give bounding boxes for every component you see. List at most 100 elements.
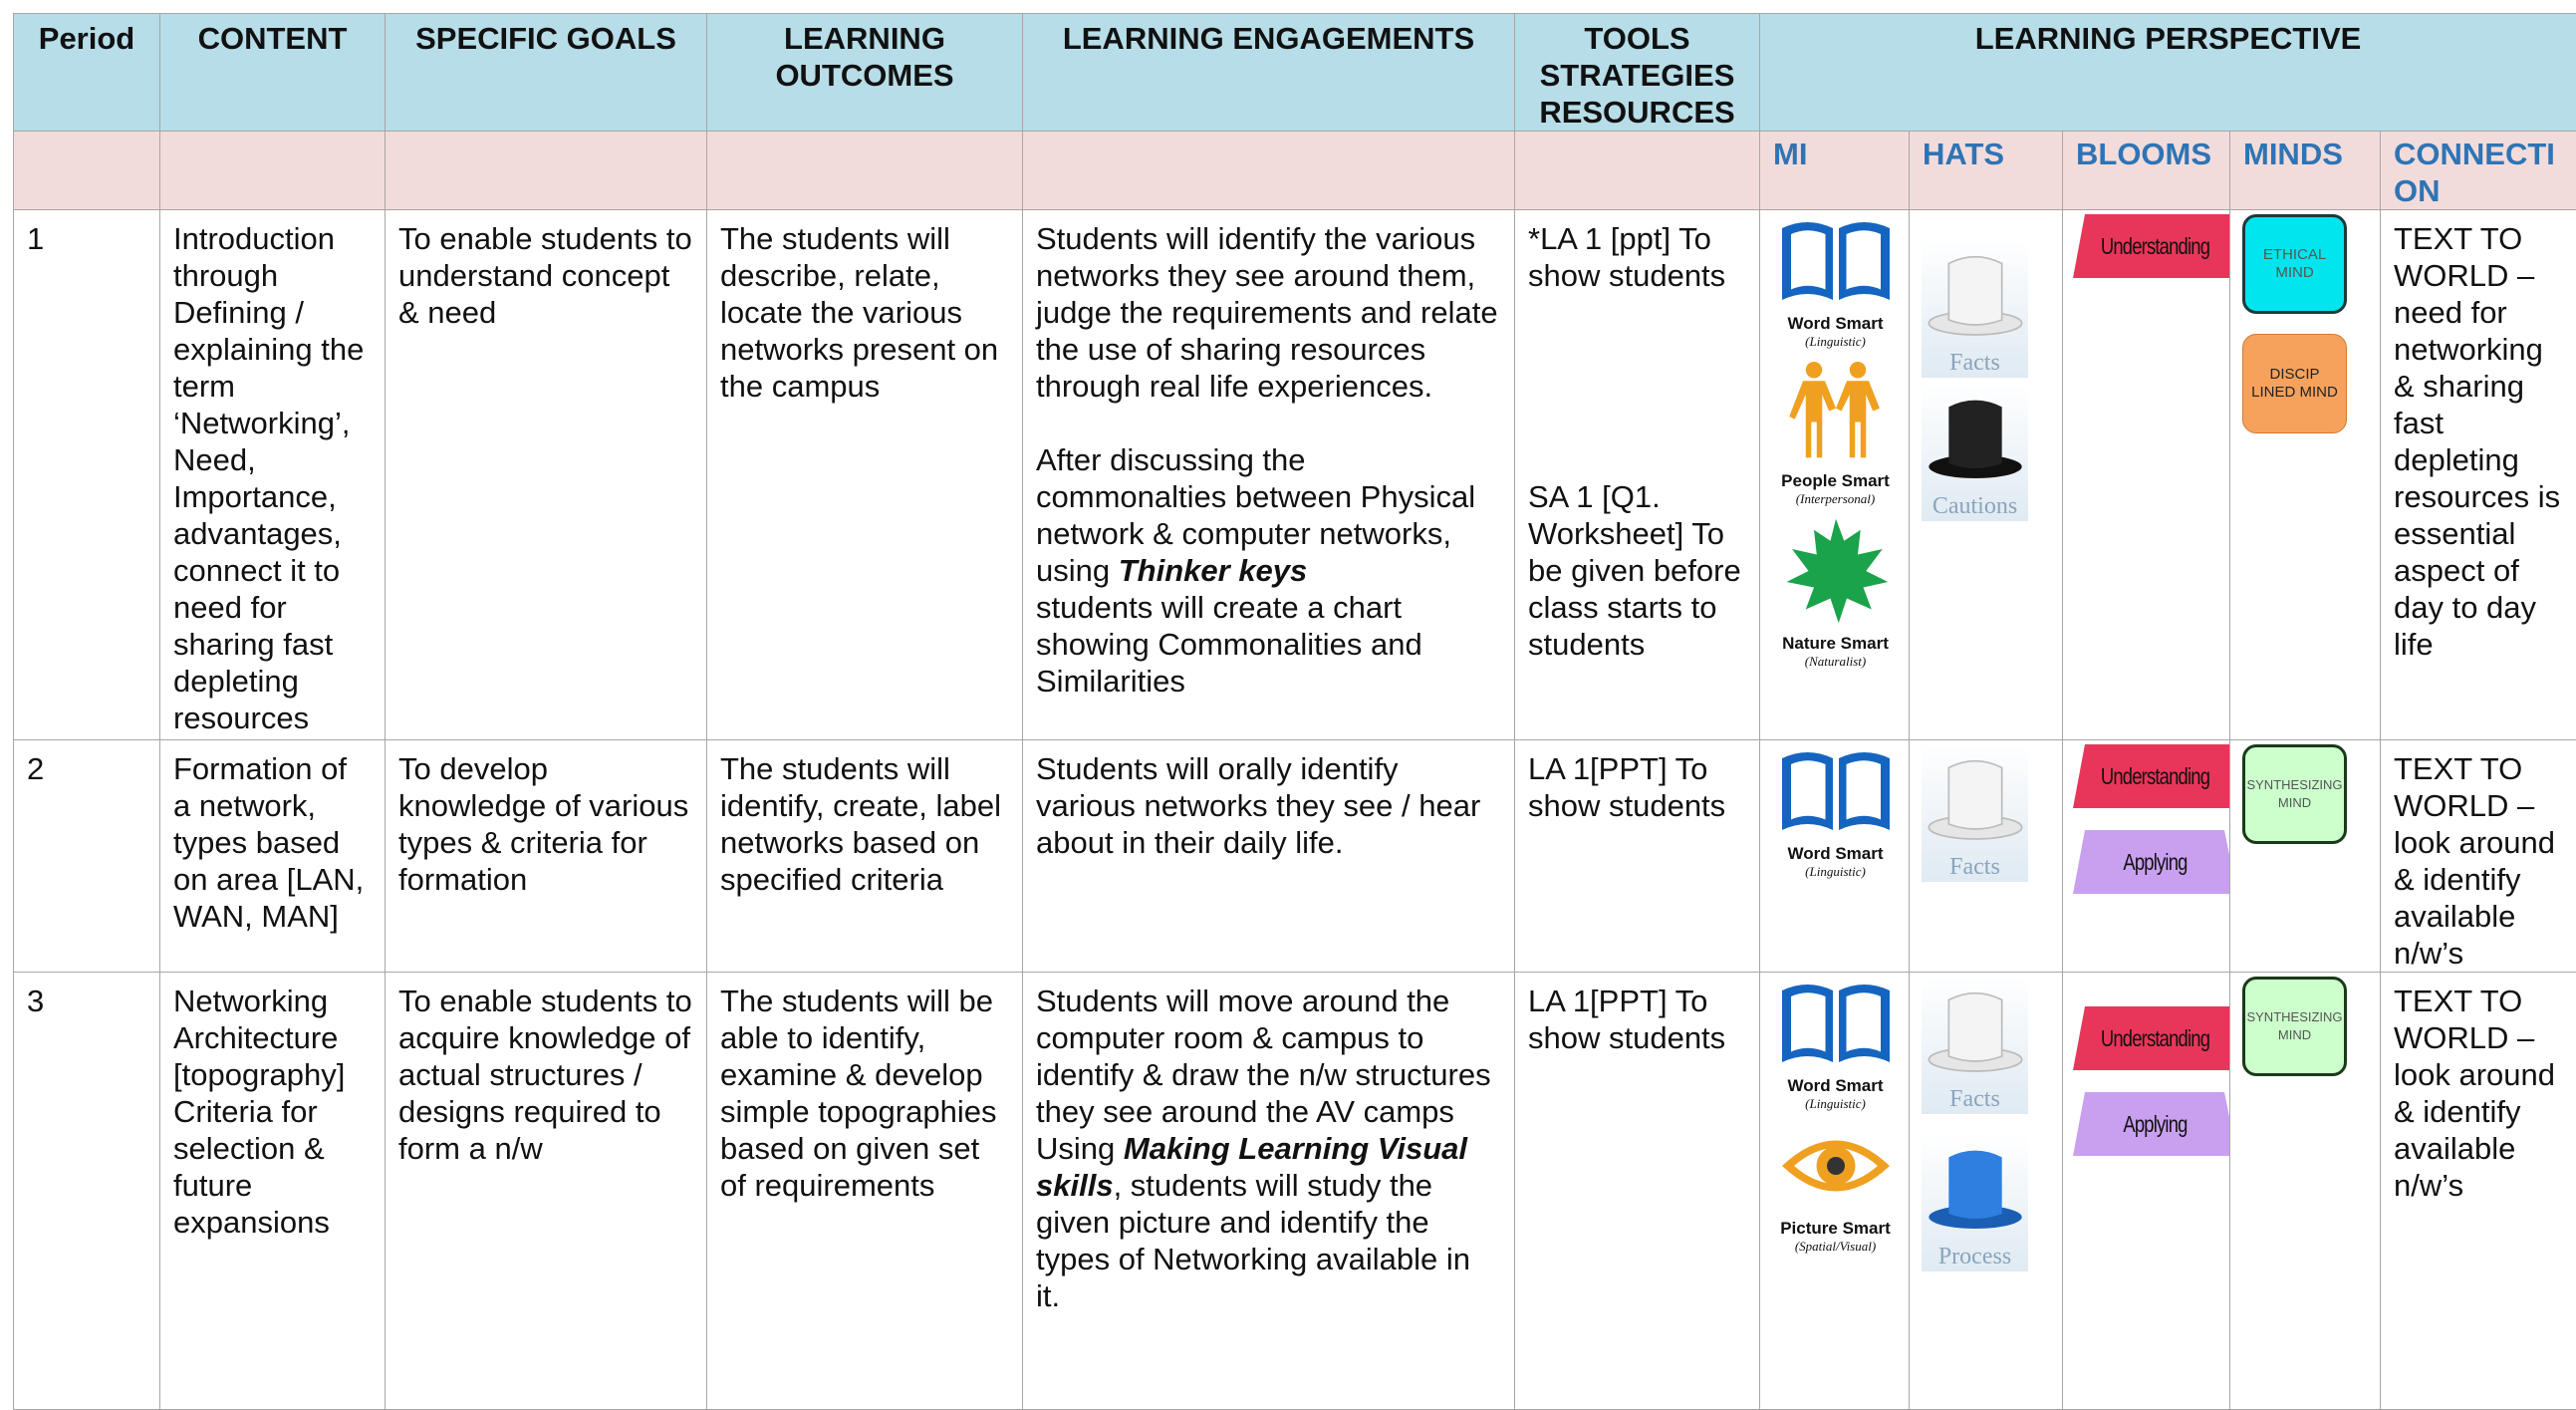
mi-sub: (Spatial/Visual) xyxy=(1766,1239,1905,1254)
outcomes: The students will be able to identify, e… xyxy=(707,973,1023,1410)
mi-sub: (Interpersonal) xyxy=(1766,491,1905,506)
black-hat-icon xyxy=(1926,384,2025,483)
blooms-cell: Understanding xyxy=(2063,210,2230,740)
mi-name: Picture Smart xyxy=(1766,1219,1905,1239)
mi-name: Nature Smart xyxy=(1766,634,1905,654)
bloom: Understanding xyxy=(2073,1006,2230,1070)
mi-item: Picture Smart(Spatial/Visual) xyxy=(1766,1121,1905,1254)
header-cell: TOOLS STRATEGIES RESOURCES xyxy=(1515,14,1760,132)
hat-label: Facts xyxy=(1922,348,2028,378)
text: Students will move around the computer r… xyxy=(1036,984,1491,1129)
connection: TEXT TO WORLD – look around & identify a… xyxy=(2381,740,2576,973)
paragraph: Students will move around the computer r… xyxy=(1036,983,1501,1314)
blooms-cell: Understanding Applying xyxy=(2063,740,2230,973)
book-icon xyxy=(1776,746,1896,836)
text: students will create a chart showing Com… xyxy=(1036,590,1422,699)
engagement: Students will orally identify various ne… xyxy=(1023,740,1515,973)
minds-cell: SYNTHESIZING MIND xyxy=(2230,740,2381,973)
hat: Process xyxy=(1922,1134,2028,1271)
emphasis: Thinker keys xyxy=(1119,553,1308,588)
tool: SA 1 [Q1. Worksheet] To be given before … xyxy=(1528,478,1746,663)
empty-cell xyxy=(1515,132,1760,210)
mi-name: Word Smart xyxy=(1766,314,1905,334)
eye-icon xyxy=(1776,1121,1896,1211)
minds-cell: ETHICAL MIND DISCIP LINED MIND xyxy=(2230,210,2381,740)
engagement: Students will identify the various netwo… xyxy=(1023,210,1515,740)
connection: TEXT TO WORLD – need for networking & sh… xyxy=(2381,210,2576,740)
mind: ETHICAL MIND xyxy=(2242,214,2347,314)
leaf-icon xyxy=(1781,516,1891,626)
tool: LA 1[PPT] To show students xyxy=(1528,750,1746,824)
bloom: Understanding xyxy=(2073,744,2230,808)
mind: DISCIP LINED MIND xyxy=(2242,334,2347,433)
period: 3 xyxy=(14,973,160,1410)
header-cell: LEARNING OUTCOMES xyxy=(707,14,1023,132)
empty-cell xyxy=(707,132,1023,210)
hat-label: Facts xyxy=(1922,1084,2028,1114)
mi-name: Word Smart xyxy=(1766,844,1905,864)
people-icon xyxy=(1781,359,1891,463)
hat: Facts xyxy=(1922,240,2028,378)
hat-label: Cautions xyxy=(1922,491,2028,521)
content: Introduction through Defining / explaini… xyxy=(160,210,386,740)
book-icon xyxy=(1776,216,1896,306)
mi-sub: (Linguistic) xyxy=(1766,334,1905,349)
hat: Facts xyxy=(1922,744,2028,882)
row: 1 Introduction through Defining / explai… xyxy=(14,210,2576,740)
content: Networking Architecture [topography] Cri… xyxy=(160,973,386,1410)
white-hat-icon xyxy=(1926,744,2025,844)
header-cell: LEARNING PERSPECTIVE xyxy=(1760,14,2576,132)
mi-cell: Word Smart(Linguistic) Picture Smart(Spa… xyxy=(1760,973,1910,1410)
white-hat-icon xyxy=(1926,240,2025,340)
header-cell: LEARNING ENGAGEMENTS xyxy=(1023,14,1515,132)
subheader-row: MI HATS BLOOMS MINDS CONNECTION xyxy=(14,132,2576,210)
mi-sub: (Linguistic) xyxy=(1766,864,1905,879)
outcomes: The students will identify, create, labe… xyxy=(707,740,1023,973)
hat: Facts xyxy=(1922,977,2028,1114)
connection: TEXT TO WORLD – look around & identify a… xyxy=(2381,973,2576,1410)
text: Using xyxy=(1036,1131,1115,1166)
header-cell: CONTENT xyxy=(160,14,386,132)
bloom-label: Applying xyxy=(2090,848,2221,876)
blooms-cell: Understanding Applying xyxy=(2063,973,2230,1410)
minds-cell: SYNTHESIZING MIND xyxy=(2230,973,2381,1410)
mi-name: People Smart xyxy=(1766,471,1905,491)
row: 2 Formation of a network, types based on… xyxy=(14,740,2576,973)
subheader-cell: MINDS xyxy=(2230,132,2381,210)
goals: To enable students to acquire knowledge … xyxy=(386,973,707,1410)
tool: LA 1[PPT] To show students xyxy=(1528,983,1746,1056)
mi-cell: Word Smart(Linguistic) People Smart(Inte… xyxy=(1760,210,1910,740)
mi-sub: (Linguistic) xyxy=(1766,1096,1905,1111)
bloom: Understanding xyxy=(2073,214,2230,278)
mind: SYNTHESIZING MIND xyxy=(2242,977,2347,1076)
bloom-label: Understanding xyxy=(2090,1024,2221,1052)
bloom: Applying xyxy=(2073,830,2230,894)
mi-name: Word Smart xyxy=(1766,1076,1905,1096)
hats-cell: Facts Cautions xyxy=(1910,210,2063,740)
tools: *LA 1 [ppt] To show students SA 1 [Q1. W… xyxy=(1515,210,1760,740)
empty-cell xyxy=(14,132,160,210)
white-hat-icon xyxy=(1926,977,2025,1076)
subheader-cell: HATS xyxy=(1910,132,2063,210)
subheader-cell: BLOOMS xyxy=(2063,132,2230,210)
bloom-label: Applying xyxy=(2090,1110,2221,1138)
header-cell: Period xyxy=(14,14,160,132)
mind: SYNTHESIZING MIND xyxy=(2242,744,2347,844)
bloom: Applying xyxy=(2073,1092,2230,1156)
subheader-cell: MI xyxy=(1760,132,1910,210)
tool: *LA 1 [ppt] To show students xyxy=(1528,220,1746,294)
period: 1 xyxy=(14,210,160,740)
mi-item: Word Smart(Linguistic) xyxy=(1766,216,1905,349)
bloom-label: Understanding xyxy=(2090,762,2221,790)
mi-sub: (Naturalist) xyxy=(1766,654,1905,669)
tools: LA 1[PPT] To show students xyxy=(1515,973,1760,1410)
mi-item: People Smart(Interpersonal) xyxy=(1766,359,1905,506)
book-icon xyxy=(1776,979,1896,1068)
paragraph: Students will orally identify various ne… xyxy=(1036,750,1501,861)
hats-cell: Facts Process xyxy=(1910,973,2063,1410)
hat-label: Process xyxy=(1922,1242,2028,1271)
header-cell: SPECIFIC GOALS xyxy=(386,14,707,132)
goals: To enable students to understand concept… xyxy=(386,210,707,740)
empty-cell xyxy=(160,132,386,210)
